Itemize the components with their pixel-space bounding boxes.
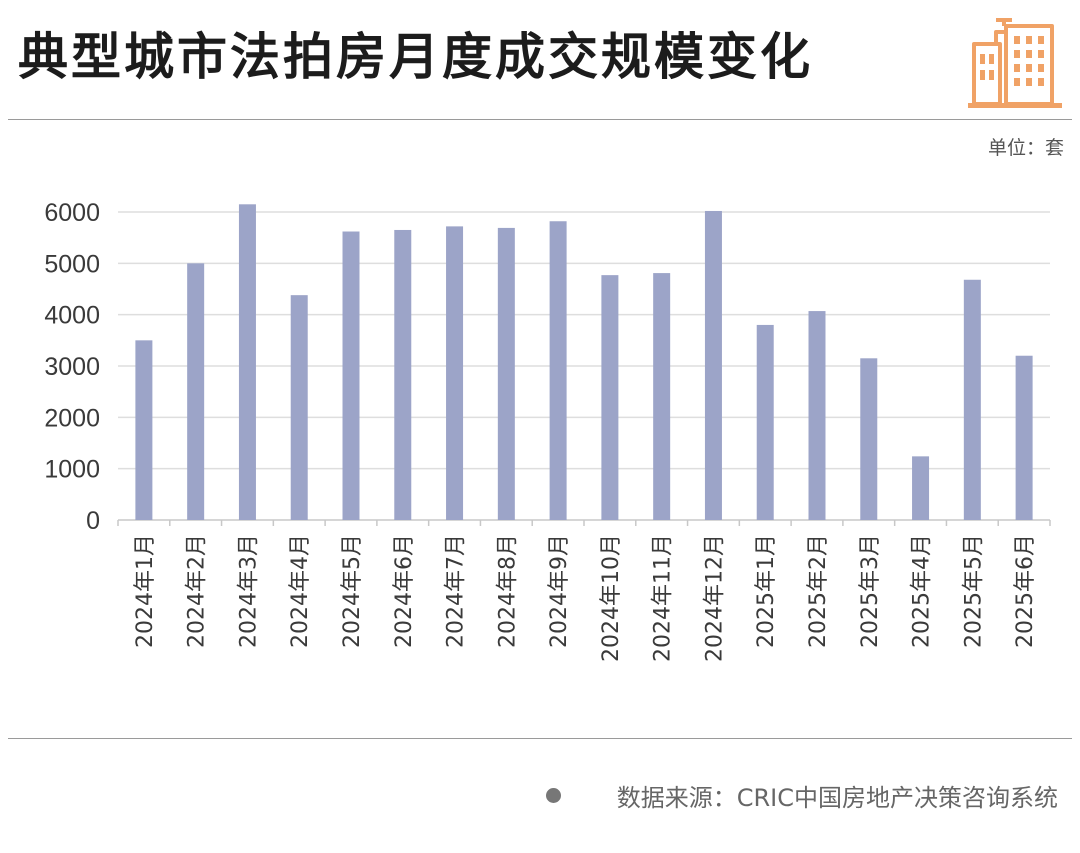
bar-chart: 0 1000 2000 3000 4000 5000 6000 2024年1月 2024年2月 2… [44, 199, 1051, 662]
x-tick-label: 2024年12月 [702, 534, 727, 662]
bar [290, 295, 308, 520]
unit-label: 单位：套 [987, 137, 1064, 159]
bar [756, 324, 774, 520]
bullet-dot-icon [545, 788, 561, 803]
y-tick-label: 3000 [44, 353, 100, 381]
bar [860, 358, 878, 520]
x-tick-label: 2024年2月 [185, 534, 210, 648]
bar [135, 340, 153, 520]
bar [394, 229, 412, 520]
source-note: 数据来源：CRIC中国房地产决策咨询系统 [545, 778, 1058, 813]
x-tick-label: 2025年1月 [754, 534, 779, 648]
x-tick-label: 2025年3月 [858, 534, 883, 648]
source-text: 数据来源：CRIC中国房地产决策咨询系统 [616, 784, 1058, 812]
y-tick-label: 4000 [44, 302, 100, 330]
bar [1015, 355, 1033, 520]
x-tick-label: 2025年5月 [961, 534, 986, 648]
x-tick-label: 2025年2月 [806, 534, 831, 648]
y-tick-label: 5000 [44, 250, 100, 278]
x-tick-label: 2024年1月 [133, 534, 158, 648]
x-tick-label: 2024年9月 [547, 534, 572, 648]
header-divider [8, 119, 1072, 120]
city-buildings-icon [968, 18, 1062, 108]
y-tick-label: 2000 [44, 404, 100, 432]
footer-divider [8, 738, 1072, 739]
bar [601, 275, 619, 520]
x-tick-label: 2024年7月 [444, 534, 469, 648]
x-tick-label: 2024年11月 [651, 534, 676, 662]
x-tick-label: 2024年5月 [340, 534, 365, 648]
page-title: 典型城市法拍房月度成交规模变化 [18, 28, 813, 86]
bar [497, 227, 515, 520]
bar [963, 279, 981, 520]
x-tick-label: 2024年3月 [236, 534, 261, 648]
y-tick-label: 0 [86, 507, 100, 535]
x-tick-label: 2024年6月 [392, 534, 417, 648]
x-tick-label: 2024年4月 [288, 534, 313, 648]
x-tick-label: 2024年8月 [495, 534, 520, 648]
bar [187, 263, 205, 520]
bar [912, 456, 930, 520]
x-tick-label: 2025年4月 [910, 534, 935, 648]
y-tick-label: 6000 [44, 199, 100, 227]
y-tick-label: 1000 [44, 456, 100, 484]
bar [808, 311, 826, 520]
bar [704, 210, 722, 520]
x-tick-label: 2024年10月 [599, 534, 624, 662]
bar [446, 226, 464, 520]
bar [238, 204, 256, 521]
x-tick-label: 2025年6月 [1013, 534, 1038, 648]
bar [653, 273, 671, 520]
bar [549, 221, 567, 521]
bar [342, 231, 360, 521]
